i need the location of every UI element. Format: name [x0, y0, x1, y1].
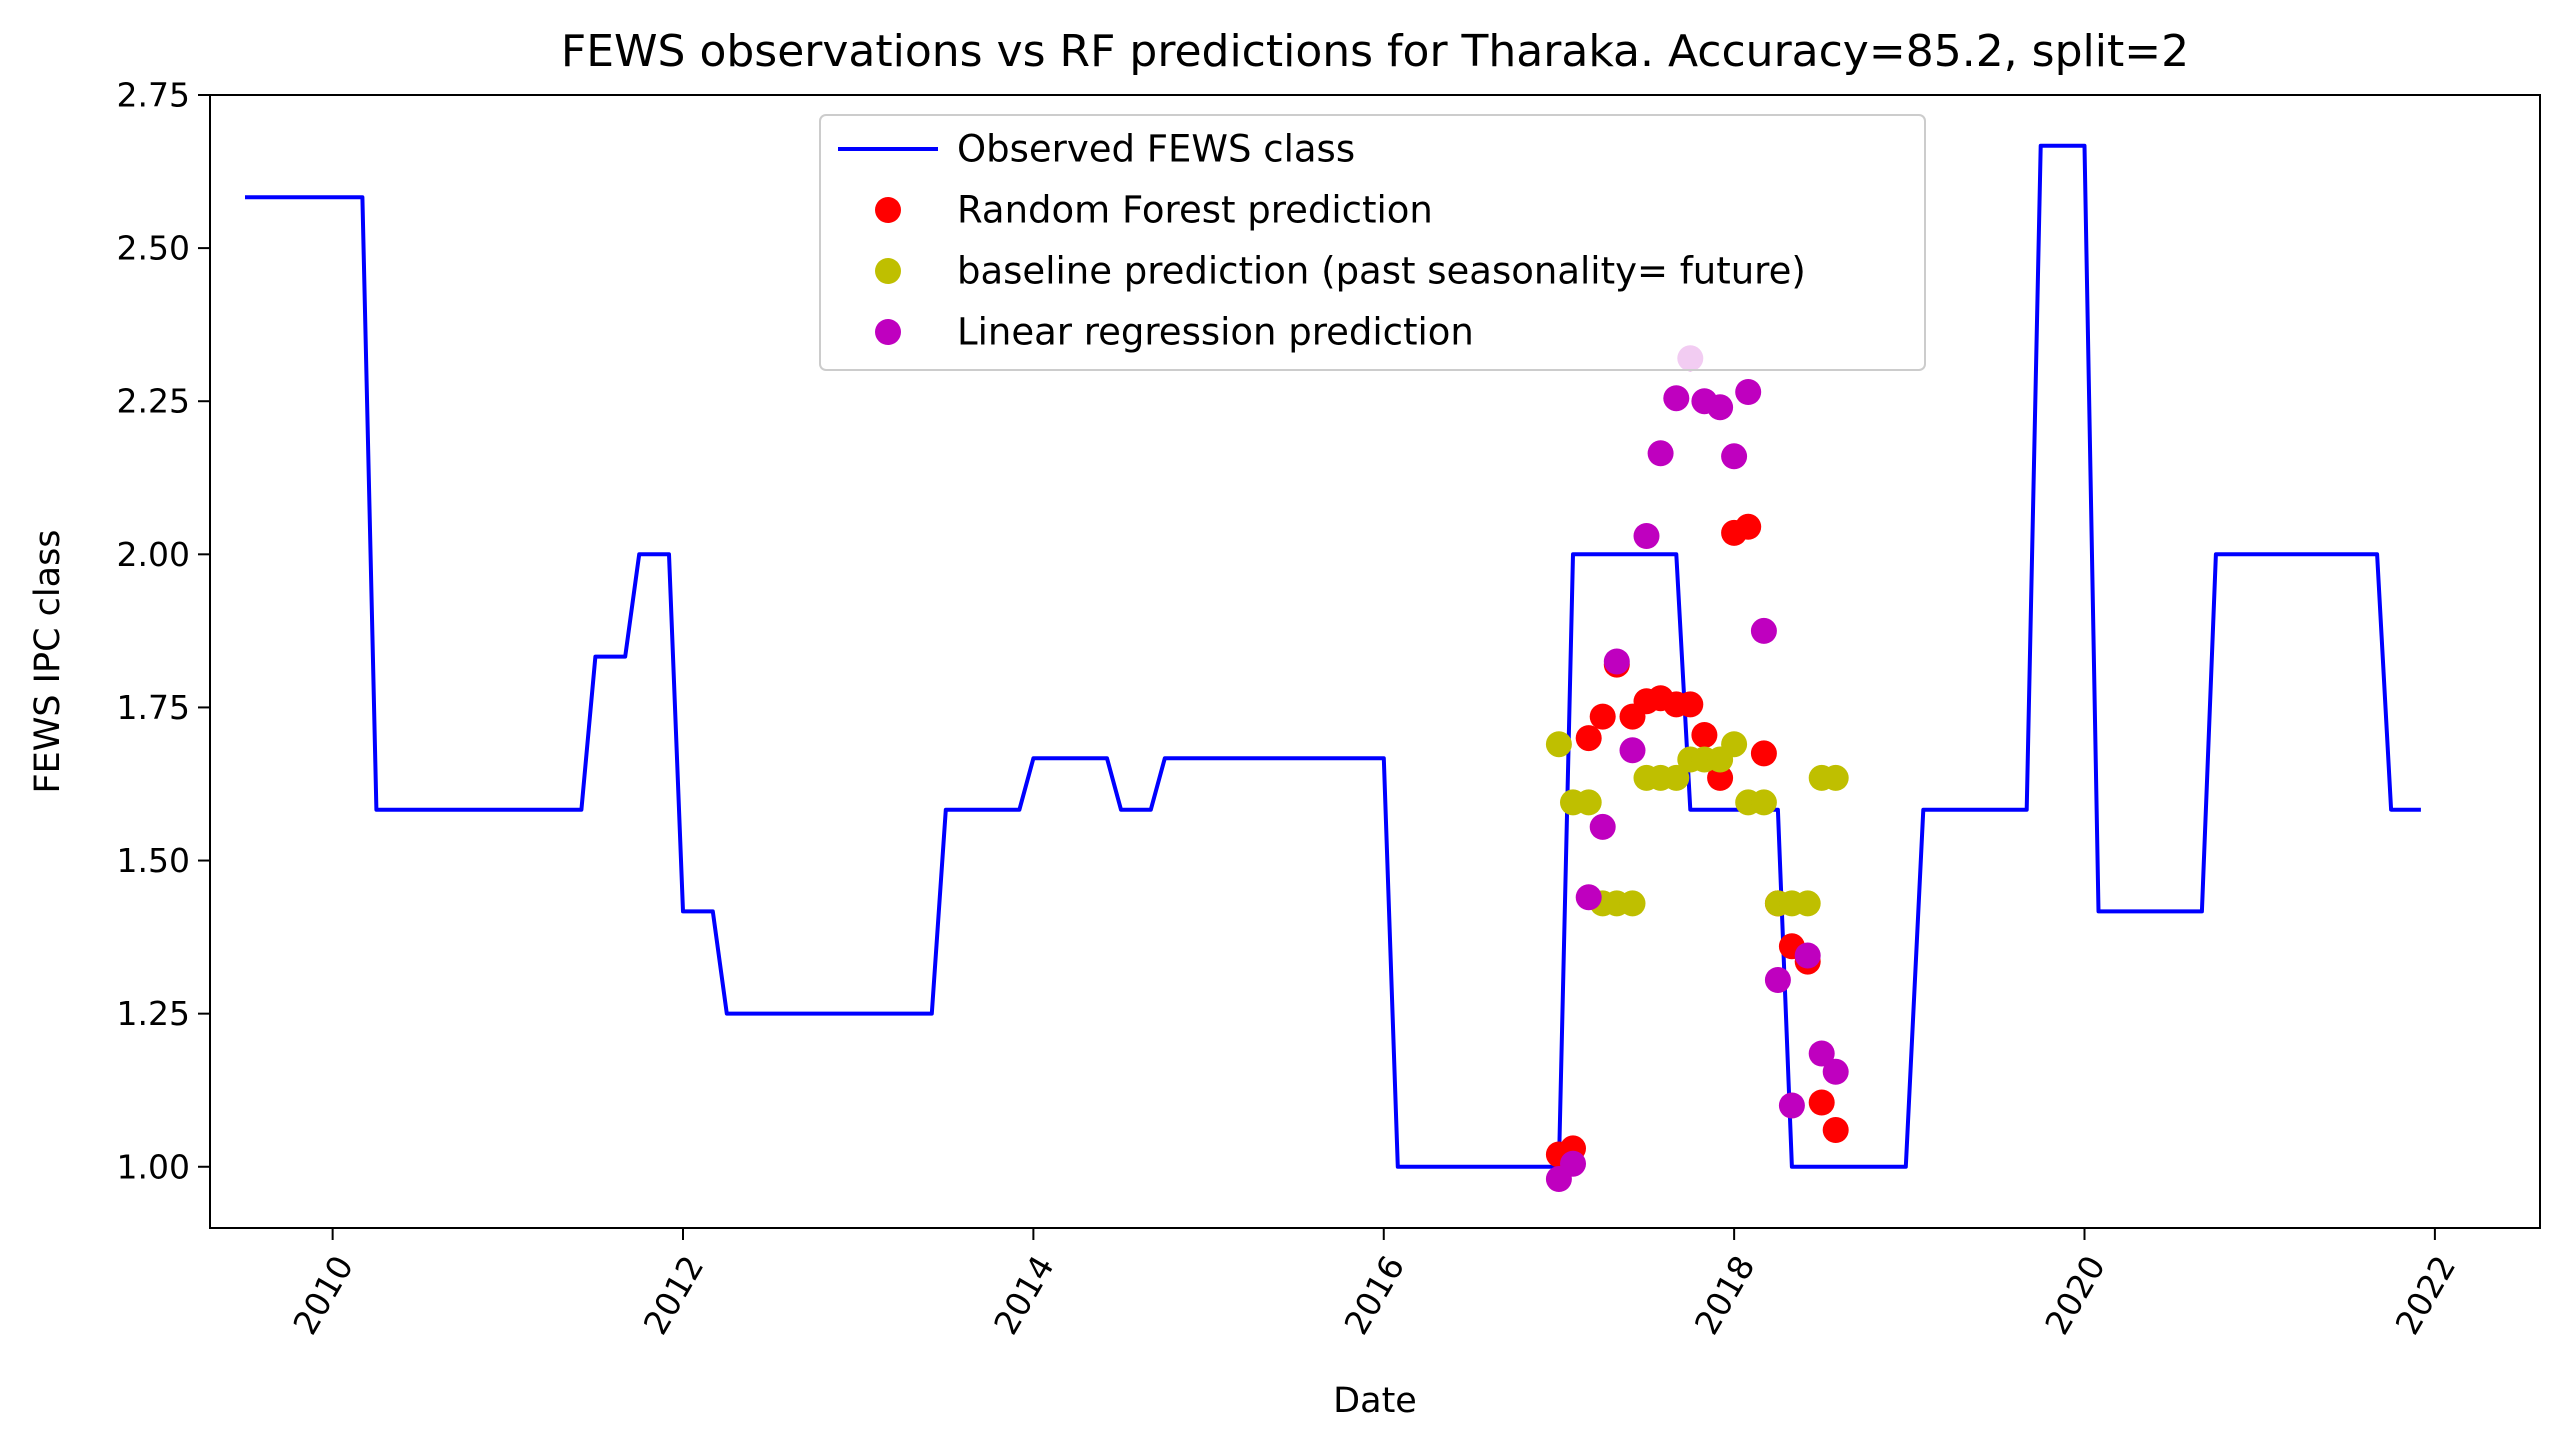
data-point — [1735, 379, 1762, 405]
data-point — [1735, 513, 1762, 540]
data-point — [1794, 890, 1821, 917]
data-point — [1750, 789, 1777, 816]
data-point — [1575, 725, 1602, 752]
legend-label: Linear regression prediction — [957, 311, 1474, 354]
data-point — [1589, 813, 1616, 840]
data-point — [1721, 443, 1748, 470]
y-tick-label: 1.25 — [117, 994, 190, 1033]
data-point — [1778, 1092, 1805, 1119]
data-point — [1677, 691, 1704, 718]
plot-area — [209, 94, 2541, 1229]
observed-fews-line — [245, 143, 2421, 1169]
legend-label: baseline prediction (past seasonality= f… — [957, 250, 1806, 293]
data-point — [1575, 789, 1602, 816]
data-point — [1822, 1058, 1849, 1085]
legend-label: Random Forest prediction — [957, 189, 1433, 232]
legend-label: Observed FEWS class — [957, 128, 1355, 171]
y-axis-title: FEWS IPC class — [28, 529, 68, 793]
data-point — [1619, 737, 1646, 764]
data-point — [1603, 648, 1630, 675]
legend-marker-swatch — [875, 319, 901, 345]
y-tick-label: 2.75 — [117, 76, 190, 115]
data-point — [1663, 764, 1690, 791]
data-point — [1707, 764, 1734, 791]
y-tick-label: 2.00 — [117, 535, 190, 574]
data-point — [1560, 1150, 1586, 1177]
x-axis-title: Date — [1333, 1381, 1417, 1421]
data-point — [1721, 731, 1748, 758]
legend: Observed FEWS class Random Forest predict… — [819, 114, 1926, 371]
data-point — [1589, 703, 1616, 730]
data-point — [1633, 523, 1660, 549]
legend-marker-swatch — [875, 197, 901, 223]
legend-marker-swatch — [875, 258, 901, 284]
data-point — [1808, 1040, 1835, 1067]
y-tick-label: 1.75 — [117, 688, 190, 727]
data-point — [1822, 1117, 1849, 1143]
data-point — [1750, 617, 1777, 644]
y-tick-label: 2.50 — [117, 229, 190, 268]
data-point — [1545, 731, 1572, 758]
axes-frame — [209, 94, 2541, 1229]
chart-title: FEWS observations vs RF predictions for … — [561, 26, 2189, 77]
data-point — [1764, 967, 1791, 993]
data-point — [1794, 942, 1821, 969]
data-point — [1750, 740, 1777, 767]
data-point — [1663, 385, 1690, 412]
y-tick-label: 1.50 — [117, 841, 190, 880]
y-tick-label: 2.25 — [117, 382, 190, 421]
data-point — [1575, 884, 1602, 911]
data-point — [1707, 394, 1734, 421]
data-point — [1808, 1089, 1835, 1116]
data-point — [1822, 764, 1849, 791]
data-point — [1691, 722, 1718, 748]
series-layer — [245, 143, 2421, 1192]
y-axis: 1.00 1.25 1.50 1.75 2.00 2.25 2.50 2.75 — [117, 76, 210, 1186]
y-tick-label: 1.00 — [117, 1147, 190, 1186]
data-point — [1619, 890, 1646, 917]
data-point — [1647, 440, 1674, 467]
legend-box — [819, 114, 1926, 371]
